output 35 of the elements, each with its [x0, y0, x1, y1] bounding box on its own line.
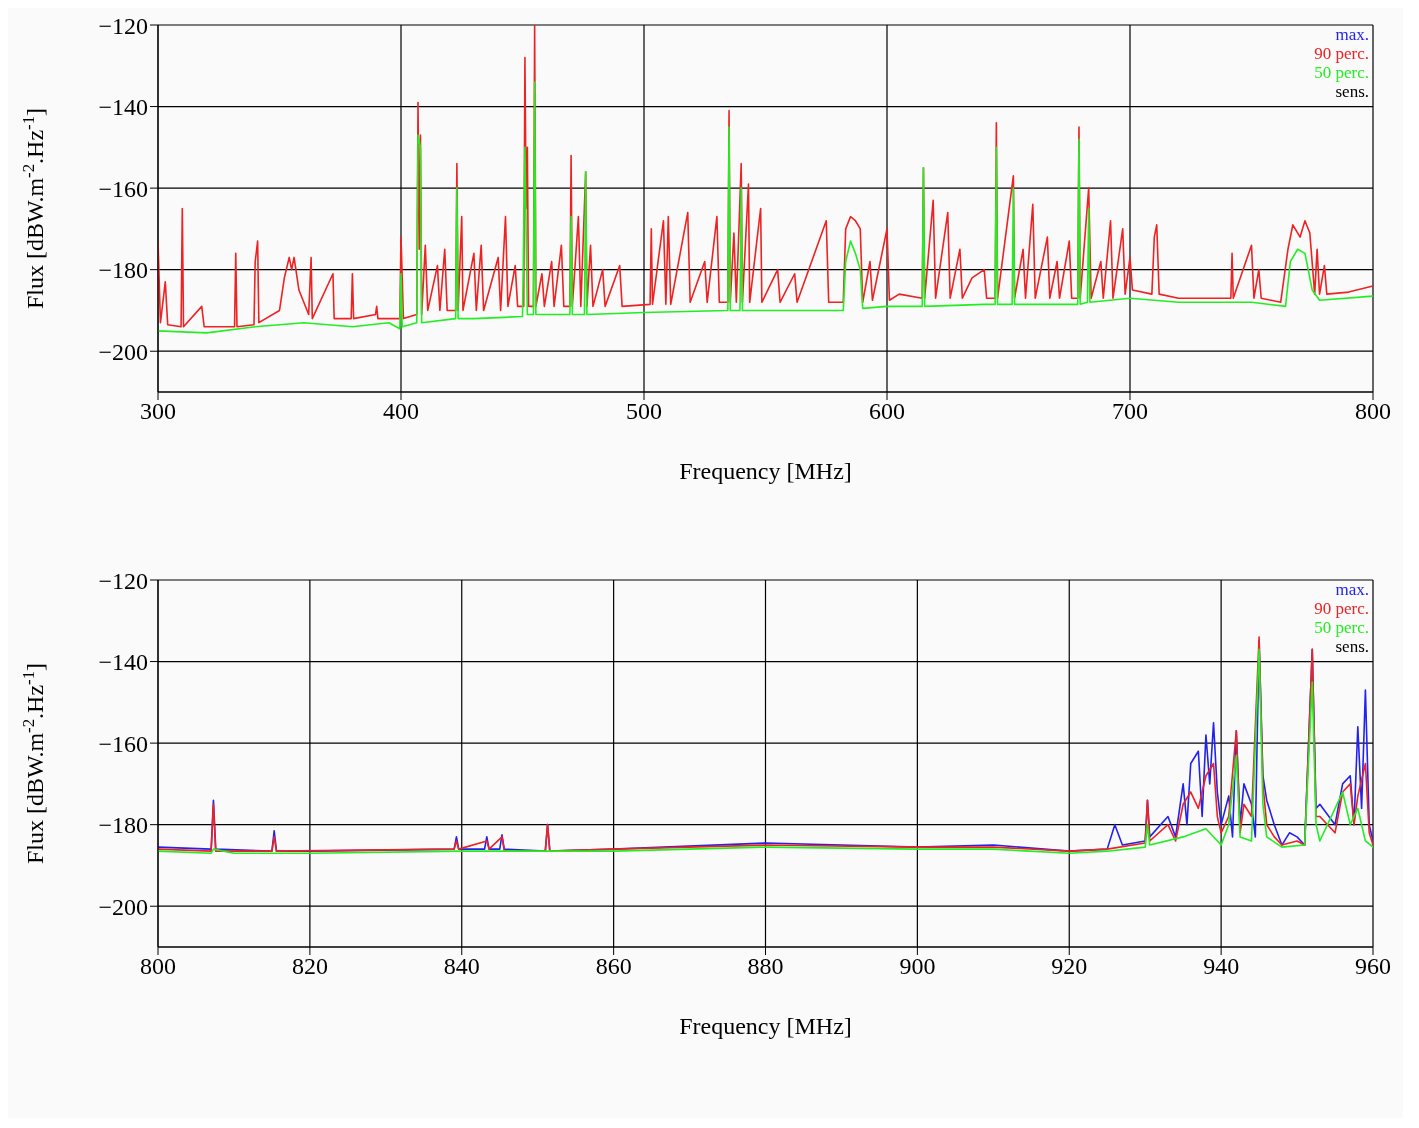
x-tick-label: 700	[1112, 398, 1148, 425]
y-tick-label: −160	[98, 175, 148, 202]
x-tick-label: 900	[899, 953, 936, 980]
x-tick-label: 820	[291, 953, 328, 980]
x-tick-label: 840	[443, 953, 480, 980]
x-tick-label: 600	[869, 398, 905, 425]
y-tick-label: −200	[98, 893, 148, 920]
series-label: 90 perc.	[1314, 599, 1369, 618]
x-tick-label: 860	[595, 953, 632, 980]
y-tick-label: −180	[98, 257, 148, 284]
y-tick-label: −180	[98, 812, 148, 839]
x-tick-label: 920	[1051, 953, 1088, 980]
x-tick-label: 800	[140, 953, 176, 980]
text: 50 perc.	[1314, 618, 1369, 637]
y-tick-label: −120	[98, 567, 148, 594]
x-tick-label: 400	[383, 398, 419, 425]
x-axis-title: Frequency [MHz]	[679, 458, 852, 484]
x-tick-label: 800	[1355, 398, 1391, 425]
y-tick-label: −140	[98, 649, 148, 676]
text: max.	[1334, 580, 1369, 599]
y-tick-label: −200	[98, 338, 148, 365]
text: 50 perc.	[1314, 63, 1369, 82]
y-tick-label: −120	[98, 12, 148, 39]
y-tick-label: −140	[98, 94, 148, 121]
legend-label: sens.	[1334, 82, 1369, 101]
x-tick-label: 880	[747, 953, 784, 980]
x-tick-label: 300	[140, 398, 176, 425]
x-axis-title: Frequency [MHz]	[679, 1013, 852, 1039]
x-tick-label: 940	[1203, 953, 1240, 980]
y-tick-label: −160	[98, 730, 148, 757]
text: 90 perc.	[1314, 44, 1369, 63]
legend-label: max.	[1334, 25, 1369, 44]
x-tick-label: 960	[1355, 953, 1391, 980]
legend-label: sens.	[1334, 637, 1369, 656]
x-tick-label: 500	[626, 398, 662, 425]
